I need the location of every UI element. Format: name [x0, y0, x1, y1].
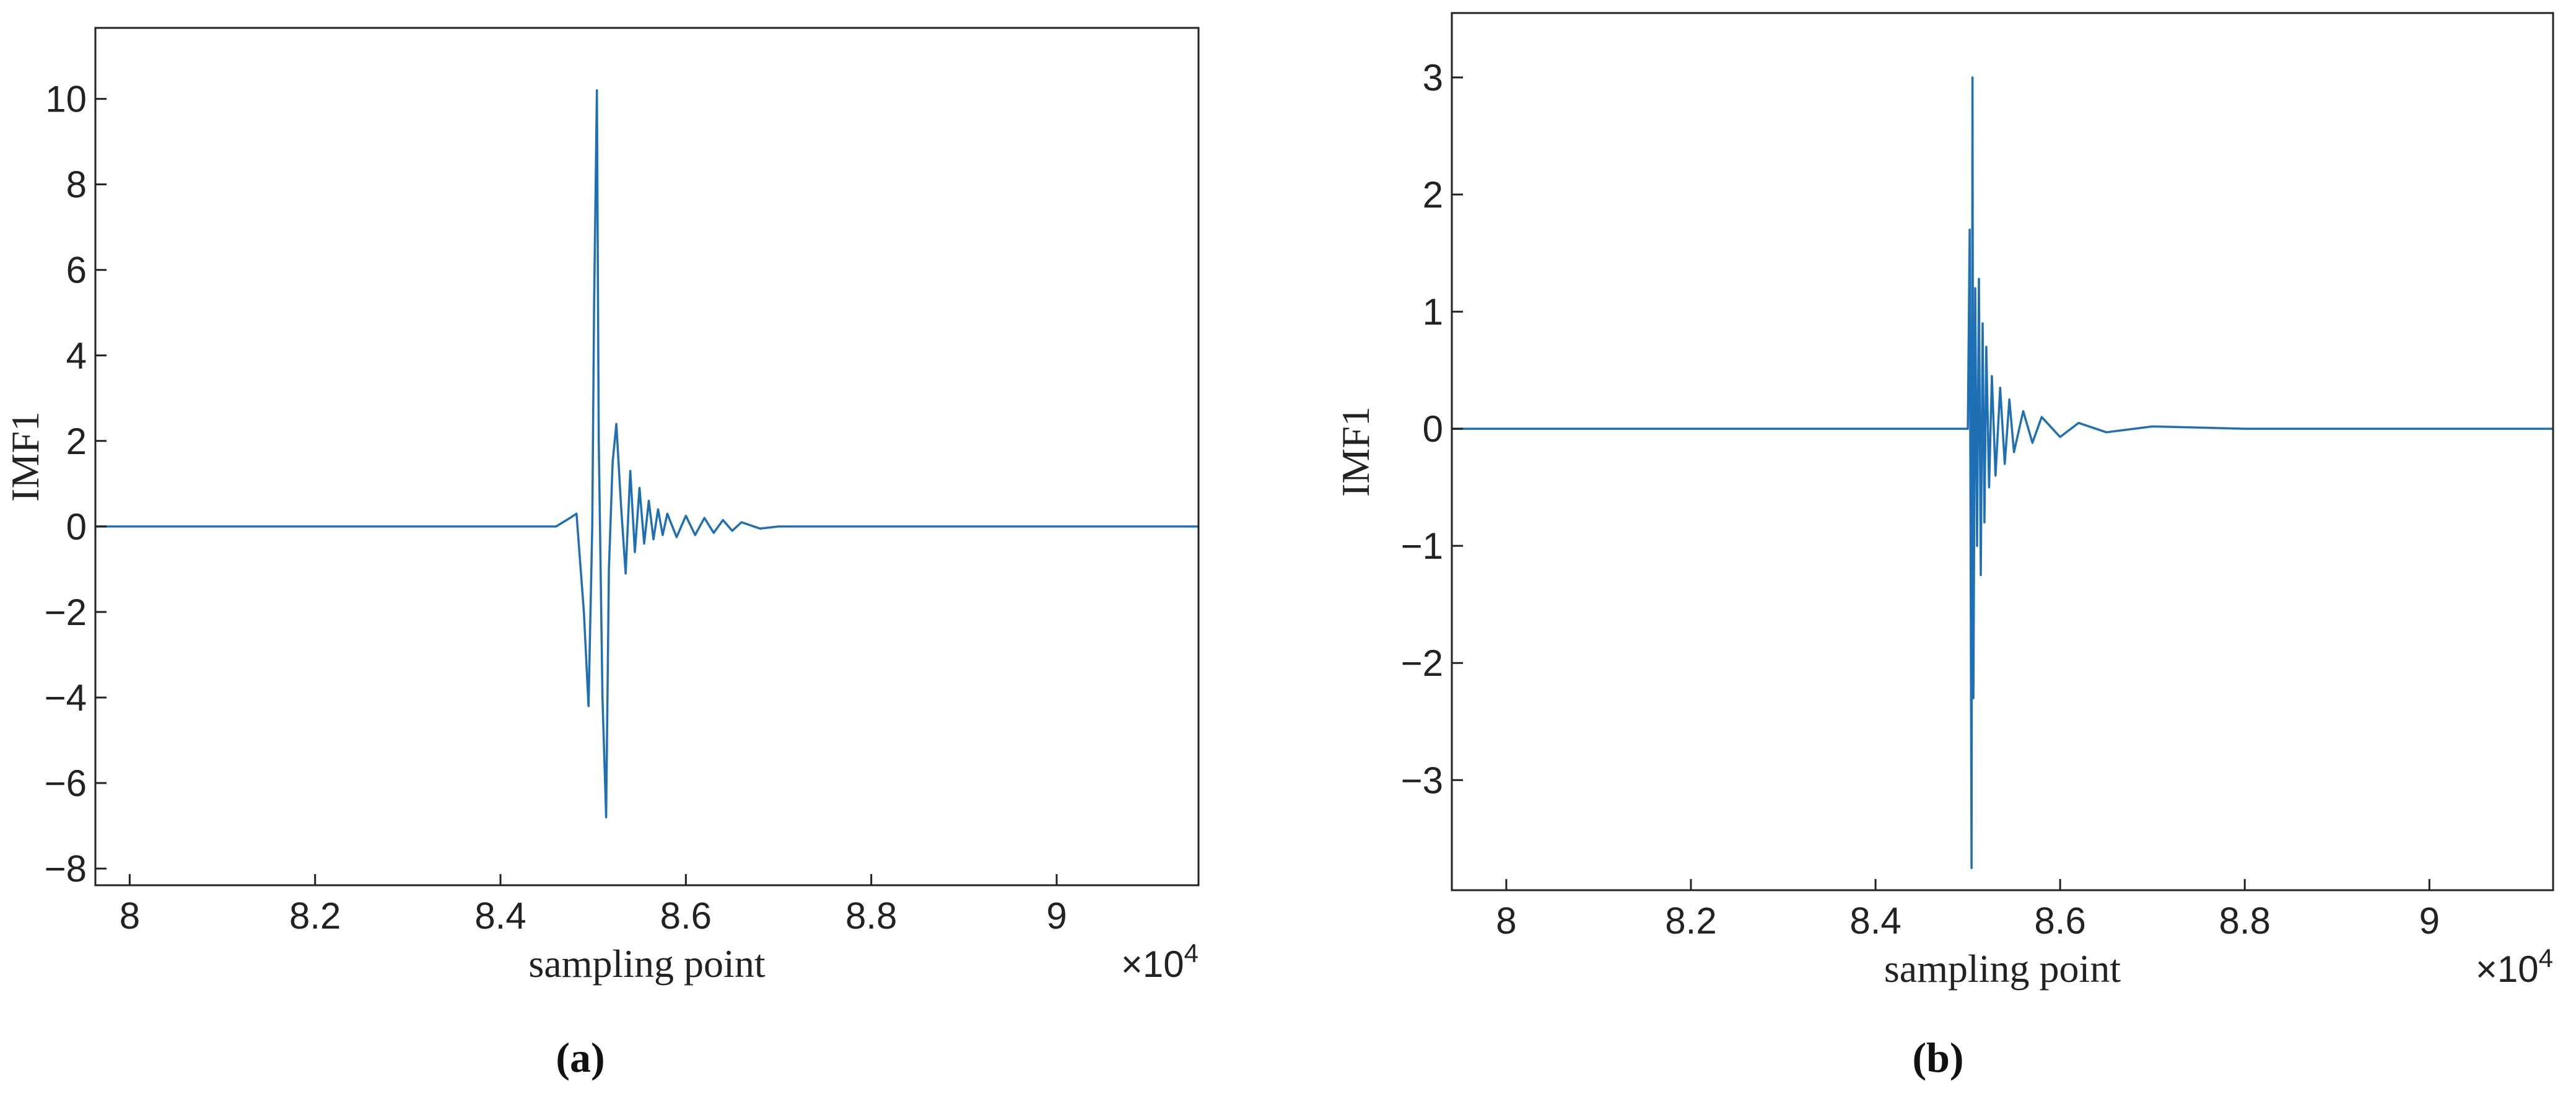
x-tick-label: 9	[2419, 900, 2440, 942]
x-tick-label: 8.2	[1665, 900, 1716, 942]
y-tick-label: −4	[45, 677, 87, 719]
signal-line	[1452, 76, 2553, 869]
x-axis-label: sampling point	[528, 942, 765, 986]
multiplier-base: ×10	[2476, 948, 2539, 990]
x-tick-label: 8.4	[474, 895, 526, 937]
x-tick-label: 9	[1046, 895, 1067, 937]
caption: (a)	[556, 1034, 605, 1081]
subplot: 8 8.2 8.4 8.6 8.8 9 −8 −6 −4 −2 0 2 4 6 8 10 sampling po…	[3, 27, 1200, 1081]
multiplier-base: ×10	[1121, 943, 1184, 985]
y-tick-label: −2	[1401, 642, 1443, 684]
multiplier-exponent: 4	[2539, 943, 2553, 973]
y-tick-label: 4	[66, 335, 87, 377]
y-axis-label: IMF1	[1334, 406, 1378, 497]
y-tick-label: −8	[45, 848, 87, 890]
multiplier-exponent: 4	[1184, 939, 1198, 968]
axes-box	[1451, 12, 2554, 891]
x-multiplier: ×104	[1121, 939, 1198, 985]
x-tick-label: 8.4	[1849, 900, 1901, 942]
x-tick-label: 8	[120, 895, 140, 937]
signal-line	[95, 89, 1198, 818]
y-tick-label: 6	[66, 250, 87, 291]
x-tick-label: 8.8	[845, 895, 897, 937]
x-tick-label: 8.6	[660, 895, 712, 937]
y-tick-label: 1	[1423, 291, 1443, 333]
y-tick-label: 2	[1423, 174, 1443, 216]
y-tick-label: 8	[66, 164, 87, 206]
plot-area	[95, 89, 1198, 818]
caption: (b)	[1912, 1034, 1963, 1081]
y-tick-label: 10	[45, 79, 87, 120]
y-tick-label: 2	[66, 421, 87, 462]
y-tick-label: −1	[1401, 525, 1443, 567]
y-tick-label: 3	[1423, 57, 1443, 98]
plot-area	[1452, 76, 2553, 869]
x-tick-label: 8	[1496, 900, 1516, 942]
subplot: 8 8.2 8.4 8.6 8.8 9 −3 −2 −1 0 1 2 3 sampling point IM…	[1334, 12, 2554, 1081]
x-tick-label: 8.8	[2219, 900, 2271, 942]
y-tick-label: −6	[45, 763, 87, 804]
x-tick-label: 8.6	[2034, 900, 2085, 942]
x-multiplier: ×104	[2476, 943, 2553, 990]
y-tick-label: −3	[1401, 759, 1443, 801]
axes-box	[94, 27, 1200, 886]
y-tick-label: 0	[1423, 408, 1443, 450]
x-tick-label: 8.2	[289, 895, 341, 937]
x-axis-label: sampling point	[1884, 947, 2121, 991]
y-tick-label: 0	[66, 506, 87, 548]
y-axis-label: IMF1	[3, 411, 47, 502]
y-tick-label: −2	[45, 592, 87, 633]
